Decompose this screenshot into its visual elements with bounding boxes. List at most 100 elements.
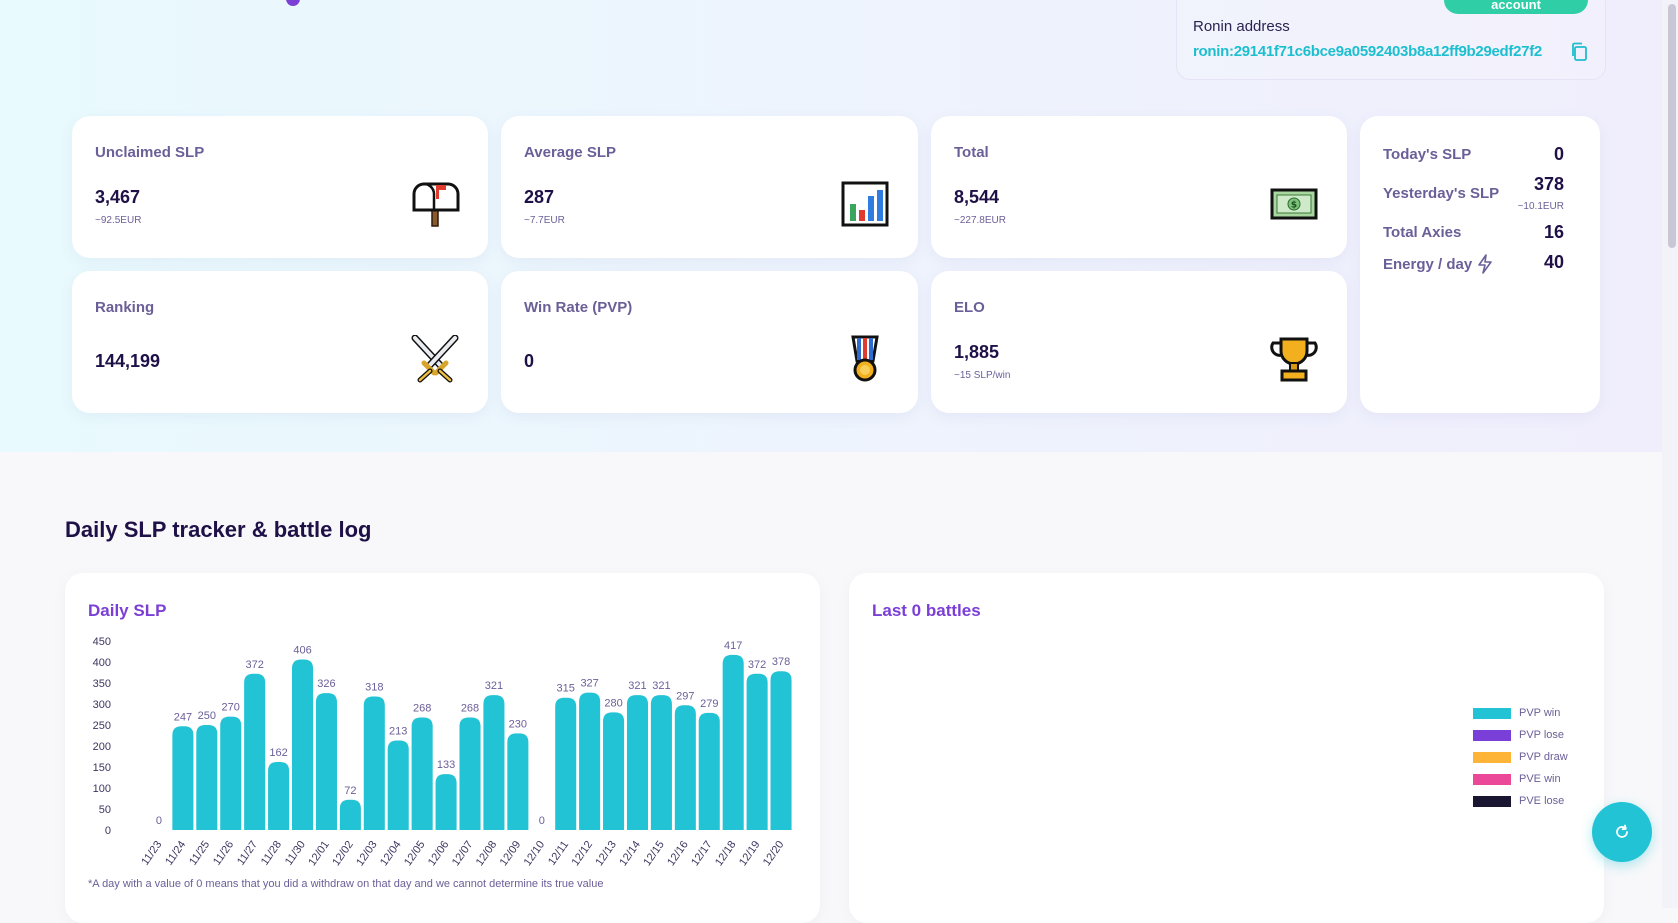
legend-item[interactable]: PVE lose (1473, 790, 1568, 812)
bar[interactable] (268, 761, 290, 830)
trophy-icon (1270, 337, 1318, 382)
legend-swatch (1473, 729, 1511, 741)
bar-value-label: 162 (269, 747, 287, 759)
account-button[interactable]: account (1444, 0, 1588, 14)
bar-value-label: 372 (245, 659, 263, 671)
bar[interactable] (555, 697, 577, 830)
unclaimed-slp-card: Unclaimed SLP 3,467 ~92.5EUR (72, 116, 488, 258)
legend-item[interactable]: PVP win (1473, 702, 1568, 724)
legend-item[interactable]: PVP draw (1473, 746, 1568, 768)
average-slp-eur: ~7.7EUR (524, 215, 565, 226)
bar[interactable] (291, 659, 314, 830)
refresh-icon (1616, 824, 1628, 838)
total-value: 8,544 (954, 187, 1000, 207)
bar[interactable] (363, 696, 385, 830)
bar[interactable] (722, 654, 744, 830)
bar[interactable] (220, 716, 242, 830)
bar[interactable] (339, 799, 361, 830)
mailbox-icon (412, 182, 460, 227)
logo-fragment (286, 0, 300, 6)
bar[interactable] (172, 726, 194, 830)
yesterday-slp-label: Yesterday's SLP (1383, 185, 1500, 202)
bar[interactable] (650, 695, 672, 830)
bar-value-label: 247 (174, 711, 192, 723)
bar[interactable] (435, 774, 457, 830)
x-tick-label: 12/14 (617, 839, 643, 868)
y-tick-label: 0 (105, 825, 111, 837)
svg-text:$: $ (1291, 201, 1297, 211)
bar[interactable] (770, 671, 792, 830)
bar[interactable] (459, 717, 481, 830)
bar-value-label: 321 (628, 680, 646, 692)
x-tick-label: 12/08 (474, 839, 500, 868)
copy-icon[interactable] (1570, 42, 1588, 62)
bar-value-label: 268 (413, 702, 431, 714)
x-tick-label: 12/20 (761, 839, 787, 868)
x-tick-label: 11/25 (187, 839, 212, 868)
win-rate-value: 0 (524, 351, 535, 371)
bar[interactable] (196, 725, 218, 830)
scrollbar[interactable] (1662, 0, 1678, 908)
energy-label: Energy / day (1383, 255, 1473, 273)
bar[interactable] (244, 673, 266, 830)
bar[interactable] (746, 673, 768, 830)
total-card: Total 8,544 ~227.8EUR $ (931, 116, 1347, 258)
legend-item[interactable]: PVP lose (1473, 724, 1568, 746)
bar[interactable] (698, 712, 720, 830)
bar[interactable] (626, 695, 649, 830)
bar[interactable] (315, 693, 337, 830)
bar-value-label: 230 (509, 718, 527, 730)
y-tick-label: 450 (93, 636, 111, 648)
bar[interactable] (483, 695, 505, 830)
bar-value-label: 279 (700, 698, 718, 710)
x-tick-label: 12/10 (522, 839, 548, 868)
crossed-swords-icon (411, 335, 459, 383)
daily-slp-footnote: *A day with a value of 0 means that you … (88, 878, 604, 890)
x-tick-label: 12/03 (354, 839, 380, 868)
x-tick-label: 12/06 (426, 839, 452, 868)
bar-value-label: 72 (344, 785, 356, 797)
ronin-label: Ronin address (1193, 18, 1290, 35)
y-tick-label: 300 (93, 699, 111, 711)
ronin-address[interactable]: ronin:29141f71c6bce9a0592403b8a12ff9b29e… (1193, 43, 1542, 60)
x-tick-label: 12/09 (498, 839, 524, 868)
legend-label: PVP win (1519, 707, 1561, 719)
legend-label: PVP lose (1519, 729, 1565, 741)
bar-value-label: 326 (317, 678, 335, 690)
daily-slp-title: Daily SLP (88, 601, 167, 620)
refresh-button[interactable] (1592, 802, 1652, 862)
bar[interactable] (411, 717, 433, 830)
banknote-icon: $ (1270, 188, 1318, 220)
scrollbar-thumb[interactable] (1668, 4, 1676, 248)
legend-swatch (1473, 795, 1511, 807)
bar-value-label: 417 (724, 640, 742, 652)
bar[interactable] (579, 692, 601, 830)
x-tick-label: 11/27 (235, 839, 260, 868)
y-tick-label: 50 (99, 804, 111, 816)
win-rate-card: Win Rate (PVP) 0 (501, 271, 918, 413)
x-tick-label: 11/28 (259, 839, 284, 868)
x-tick-label: 11/24 (163, 839, 188, 868)
y-tick-label: 100 (93, 783, 111, 795)
bar-value-label: 318 (365, 681, 383, 693)
summary-card: Today's SLP 0 Yesterday's SLP 378 ~10.1E… (1360, 116, 1600, 413)
bar[interactable] (674, 705, 696, 830)
legend-swatch (1473, 751, 1511, 763)
x-tick-label: 12/12 (569, 839, 595, 868)
bar-value-label: 297 (676, 690, 694, 702)
bar-value-label: 133 (437, 759, 455, 771)
bar[interactable] (507, 733, 529, 830)
total-axies-value: 16 (1543, 222, 1564, 242)
legend-swatch (1473, 773, 1511, 785)
unclaimed-slp-label: Unclaimed SLP (95, 144, 205, 161)
battles-panel: Last 0 battles (849, 573, 1604, 923)
bar-value-label: 321 (485, 680, 503, 692)
bar[interactable] (603, 712, 625, 830)
win-rate-label: Win Rate (PVP) (524, 299, 633, 316)
x-tick-label: 12/04 (378, 839, 404, 868)
bar[interactable] (387, 740, 409, 830)
x-tick-label: 12/19 (737, 839, 763, 868)
energy-value: 40 (1543, 252, 1564, 272)
legend-item[interactable]: PVE win (1473, 768, 1568, 790)
y-tick-label: 250 (93, 720, 111, 732)
